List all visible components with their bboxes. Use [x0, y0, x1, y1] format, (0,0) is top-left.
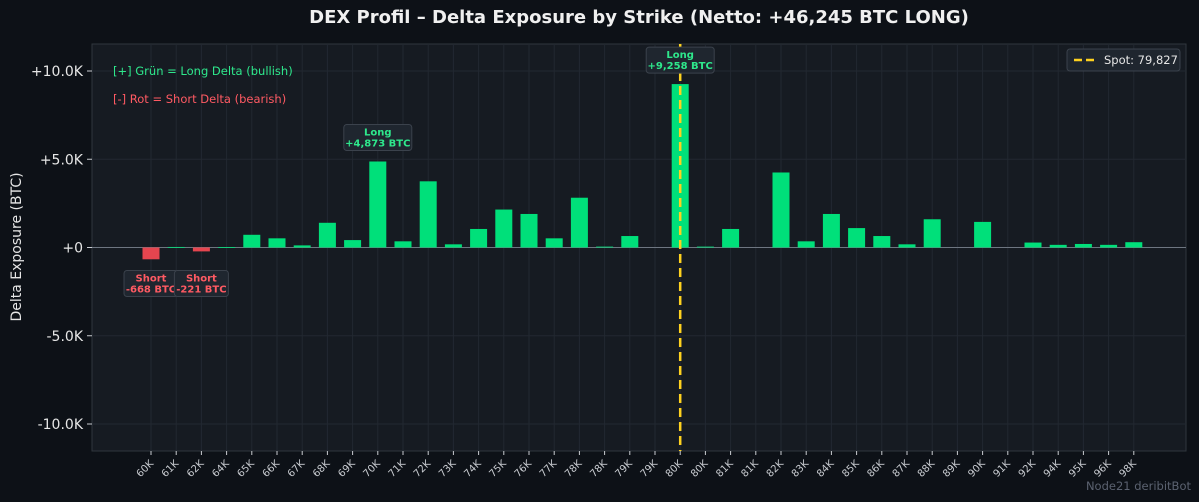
- bar-92k: [1024, 242, 1042, 248]
- bar-81k: [722, 228, 740, 248]
- bar-78k: [570, 197, 588, 248]
- bar-76k: [520, 213, 538, 248]
- y-tick-label: -5.0K: [47, 329, 84, 345]
- annotation-value: +9,258 BTC: [648, 61, 713, 72]
- bar-73k: [444, 244, 462, 248]
- bar-60k: [142, 247, 160, 260]
- annotation-type: Long: [364, 127, 392, 138]
- bar-78k: [596, 246, 614, 248]
- legend-note: [+] Grün = Long Delta (bullish): [113, 64, 293, 78]
- bar-83k: [797, 241, 815, 248]
- legend-spot-label: Spot: 79,827: [1104, 53, 1178, 67]
- annotation-box: [343, 123, 413, 151]
- bar-90k: [974, 221, 992, 248]
- bar-82k: [772, 172, 790, 248]
- bar-85k: [848, 228, 866, 248]
- chart-title: DEX Profil – Delta Exposure by Strike (N…: [309, 7, 969, 28]
- bar-77k: [545, 238, 563, 248]
- watermark: Node21 deribitBot: [1086, 479, 1192, 493]
- bar-84k: [822, 213, 840, 248]
- bar-61k: [167, 246, 185, 248]
- y-axis-label: Delta Exposure (BTC): [9, 172, 25, 321]
- y-tick-label: +0: [62, 241, 83, 257]
- annotation-type: Short: [136, 274, 167, 285]
- y-tick-label: -10.0K: [38, 417, 84, 433]
- annotation-value: +4,873 BTC: [345, 138, 410, 149]
- bar-70k: [369, 161, 387, 248]
- annotation-box: [173, 270, 229, 297]
- bar-88k: [923, 219, 941, 248]
- annotation-type: Long: [666, 50, 694, 61]
- legend: Spot: 79,827: [1066, 48, 1181, 72]
- bar-66k: [268, 238, 286, 248]
- bar-79k: [621, 236, 639, 248]
- bar-71k: [394, 241, 412, 248]
- annotation-type: Short: [186, 274, 217, 285]
- bar-98k: [1125, 242, 1143, 248]
- annotation-value: -221 BTC: [176, 285, 226, 296]
- y-tick-label: +5.0K: [40, 152, 84, 168]
- bar-67k: [293, 245, 311, 248]
- bar-72k: [419, 181, 437, 248]
- y-ticks: -10.0K -5.0K +0 +5.0K +10.0K: [31, 64, 92, 433]
- bar-74k: [470, 228, 488, 248]
- bar-68k: [318, 222, 336, 248]
- bar-64k: [218, 247, 236, 248]
- annotation-box: [645, 46, 715, 74]
- bar-94k: [1049, 244, 1067, 248]
- bar-87k: [898, 244, 916, 248]
- bar-80k: [696, 246, 714, 248]
- bar-75k: [495, 209, 513, 248]
- y-tick-label: +10.0K: [31, 64, 84, 80]
- bar-86k: [873, 236, 891, 248]
- bar-80k: [671, 84, 689, 248]
- bar-69k: [344, 240, 362, 248]
- bar-62k: [192, 247, 210, 252]
- bar-96k: [1100, 244, 1118, 248]
- annotation-value: -668 BTC: [126, 285, 176, 296]
- legend-box: [1066, 48, 1181, 72]
- bar-95k: [1074, 243, 1092, 248]
- notes: [+] Grün = Long Delta (bullish) [-] Rot =…: [113, 64, 293, 106]
- bar-65k: [243, 234, 261, 248]
- bars: [142, 84, 1143, 260]
- legend-note: [-] Rot = Short Delta (bearish): [113, 92, 286, 106]
